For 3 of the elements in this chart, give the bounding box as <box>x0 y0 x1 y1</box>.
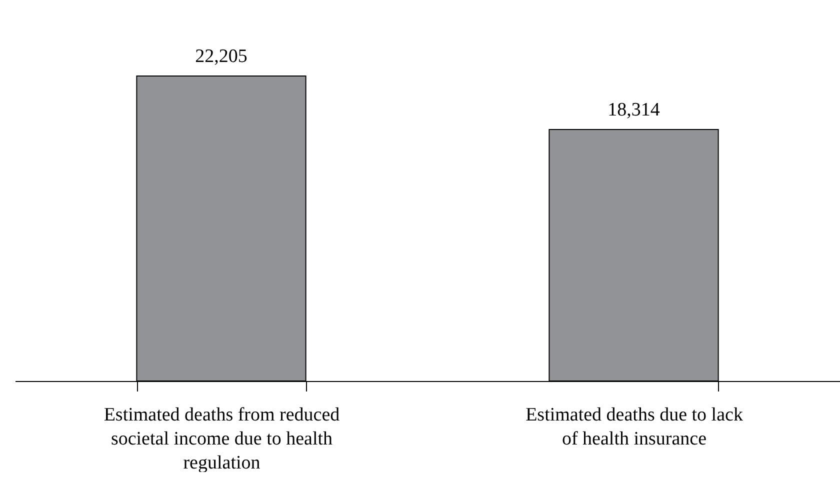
x-tick-label: Estimated deaths due to lack of health insurance <box>526 404 744 450</box>
data-label: 18,314 <box>608 99 660 120</box>
data-label: 22,205 <box>195 46 248 67</box>
